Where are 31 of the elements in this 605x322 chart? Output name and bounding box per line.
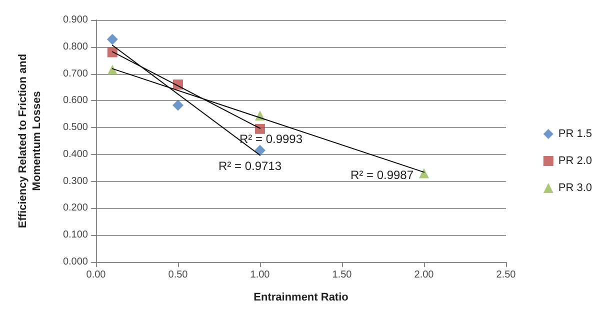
x-tick-label: 2.00 <box>414 270 434 280</box>
annotation: R² = 0.9993 <box>239 132 303 146</box>
point <box>255 124 265 134</box>
y-tick-label: 0.700 <box>62 68 88 80</box>
x-axis-title: Entrainment Ratio <box>254 292 349 304</box>
annotation: R² = 0.9987 <box>350 168 414 182</box>
point <box>419 168 429 178</box>
point <box>172 100 184 111</box>
x-tick-label: 0.00 <box>86 270 106 280</box>
y-axis-title: Efficiency Related to Friction and Momentum Losses <box>17 54 43 228</box>
y-tick-label: 0.900 <box>62 14 88 26</box>
y-tick-label: 0.600 <box>62 95 88 106</box>
y-tick-label: 0.000 <box>62 256 88 268</box>
legend-label: PR 3.0 <box>558 182 592 194</box>
x-tick-label: 1.00 <box>250 270 270 280</box>
y-tick-label: 0.500 <box>62 122 88 134</box>
point <box>106 34 118 45</box>
y-tick-label: 0.200 <box>62 202 88 214</box>
legend-label: PR 1.5 <box>558 128 592 140</box>
y-tick-label: 0.300 <box>62 176 88 187</box>
point <box>254 144 266 156</box>
point <box>107 47 118 58</box>
annotation: R² = 0.9713 <box>218 159 282 173</box>
x-tick-label: 2.50 <box>496 270 516 280</box>
y-tick-label: 0.800 <box>62 41 88 52</box>
y-tick-label: 0.100 <box>62 230 88 241</box>
y-tick-label: 0.400 <box>62 148 88 160</box>
x-tick-label: 0.50 <box>168 270 188 280</box>
legend-label: PR 2.0 <box>558 155 592 167</box>
point <box>107 64 118 75</box>
x-tick-label: 1.50 <box>332 270 352 280</box>
